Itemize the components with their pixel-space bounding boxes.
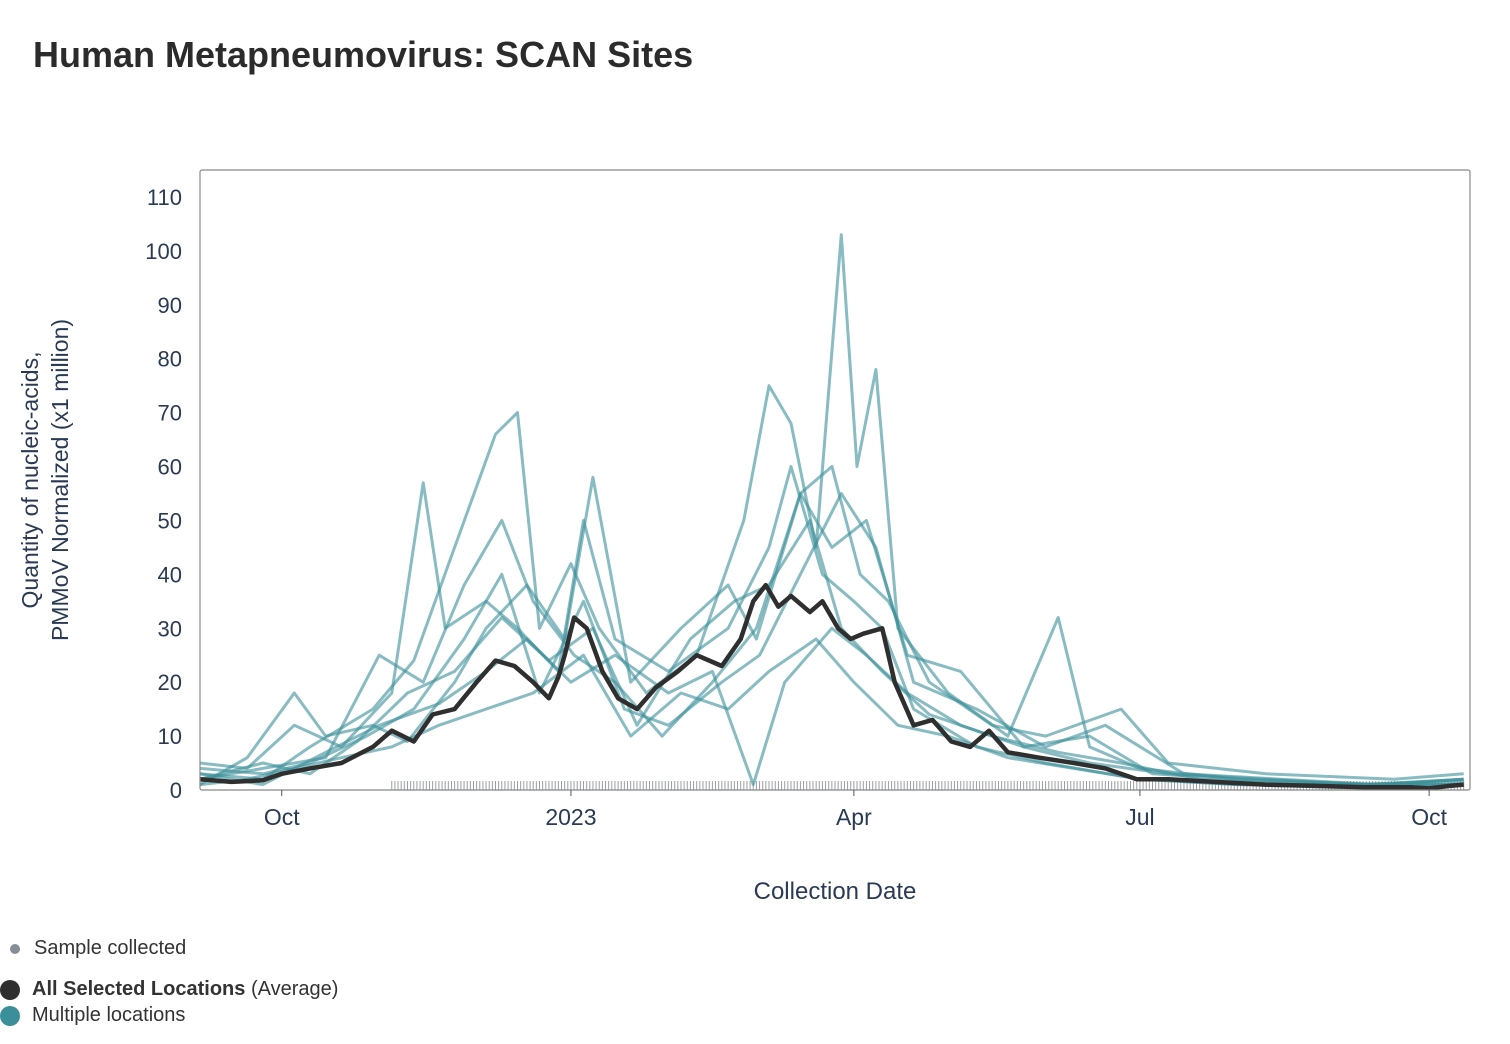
legend-sample-label: Sample collected — [34, 937, 187, 959]
locations-dot-icon — [0, 1005, 20, 1026]
legend-locations-label: Multiple locations — [32, 1004, 186, 1026]
y-tick-label: 100 — [145, 239, 182, 264]
legend-average-suffix: (Average) — [250, 978, 339, 1000]
y-tick-label: 60 — [158, 455, 182, 480]
y-tick-label: 10 — [158, 724, 182, 749]
location-series-line[interactable] — [199, 465, 1464, 786]
y-tick-label: 0 — [170, 778, 182, 803]
series-group — [199, 233, 1464, 791]
x-tick-label: 2023 — [545, 804, 596, 830]
y-axis-label-line2: PMMoV Normalized (x1 million) — [47, 319, 73, 641]
x-tick-label: Oct — [264, 804, 300, 830]
x-tick-label: Apr — [836, 804, 872, 830]
y-tick-label: 50 — [158, 508, 182, 533]
sample-dot-icon — [10, 943, 20, 954]
y-tick-label: 70 — [158, 401, 182, 426]
y-tick-label: 110 — [147, 185, 182, 210]
legend-average[interactable]: All Selected Locations (Average) — [0, 978, 338, 1001]
plot-frame — [199, 169, 1471, 791]
y-axis: 0 10 20 30 40 50 60 70 80 90 100 110 — [145, 185, 182, 803]
location-series-line[interactable] — [199, 637, 1464, 789]
x-axis-label: Collection Date — [754, 878, 917, 905]
y-tick-label: 80 — [158, 347, 182, 372]
location-series-line[interactable] — [199, 233, 1464, 787]
page-title: Human Metapneumovirus: SCAN Sites — [33, 34, 694, 75]
legend-locations[interactable]: Multiple locations — [0, 1004, 185, 1027]
location-series-line[interactable] — [199, 492, 1464, 787]
x-axis: Oct 2023 Apr Jul Oct — [264, 790, 1448, 830]
location-series-line[interactable] — [199, 492, 1464, 787]
y-tick-label: 90 — [158, 293, 182, 318]
legend-sample: Sample collected — [10, 937, 186, 960]
y-tick-label: 20 — [158, 670, 182, 695]
average-series-line[interactable] — [199, 582, 1464, 791]
legend-average-label: All Selected Locations — [32, 978, 246, 1000]
location-series-line[interactable] — [199, 626, 1464, 787]
x-tick-label: Jul — [1125, 804, 1154, 830]
y-tick-label: 40 — [158, 562, 182, 587]
y-tick-label: 30 — [158, 616, 182, 641]
x-tick-label: Oct — [1411, 804, 1447, 830]
location-series-line[interactable] — [199, 518, 1464, 787]
average-dot-icon — [0, 979, 20, 1000]
y-axis-label-line1: Quantity of nucleic-acids, — [17, 352, 43, 609]
